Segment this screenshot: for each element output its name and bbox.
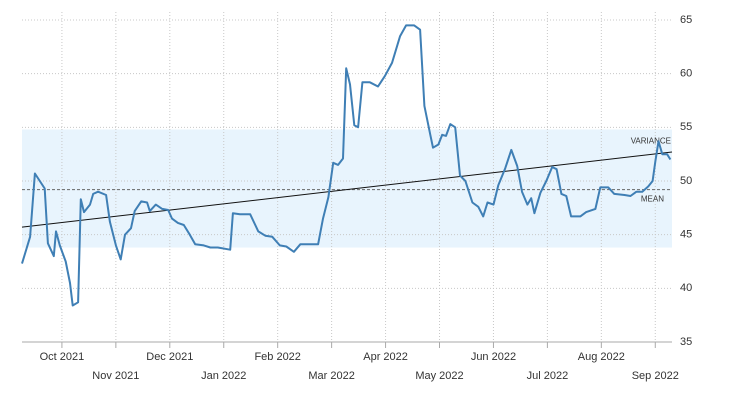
x-tick-label: Dec 2021 [146, 351, 193, 363]
trend-line [21, 151, 673, 228]
x-tick-label: Mar 2022 [308, 370, 354, 382]
y-tick-label: 60 [680, 68, 692, 80]
variance-label: VARIANCE [631, 137, 671, 146]
x-tick-label: Jun 2022 [471, 351, 516, 363]
x-tick-label: Oct 2021 [40, 351, 85, 363]
x-tick-label: Nov 2021 [92, 370, 139, 382]
x-tick-label: Sep 2022 [632, 370, 679, 382]
x-tick-label: Feb 2022 [254, 351, 300, 363]
mean-label: MEAN [641, 195, 664, 204]
price-line [21, 24, 672, 307]
y-tick-label: 65 [680, 14, 692, 26]
variance-band [22, 129, 672, 248]
x-tick-label: Aug 2022 [578, 351, 625, 363]
y-tick-label: 40 [680, 282, 692, 294]
x-tick-label: Jul 2022 [527, 370, 569, 382]
x-tick-label: Apr 2022 [363, 351, 408, 363]
y-tick-label: 55 [680, 121, 692, 133]
x-tick-label: May 2022 [415, 370, 463, 382]
y-tick-label: 35 [680, 336, 692, 348]
x-tick-label: Jan 2022 [201, 370, 246, 382]
y-tick-label: 50 [680, 175, 692, 187]
y-tick-label: 45 [680, 229, 692, 241]
